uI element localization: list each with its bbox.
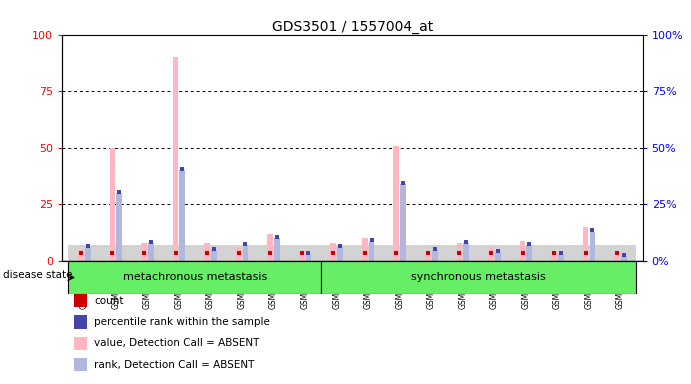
Bar <box>148 243 153 261</box>
Bar <box>68 245 100 261</box>
Bar <box>74 358 86 371</box>
Bar <box>299 252 305 261</box>
Bar <box>415 245 447 261</box>
Bar <box>321 261 636 294</box>
Bar <box>574 245 605 261</box>
Bar <box>510 245 542 261</box>
Bar <box>589 232 595 261</box>
Bar <box>330 243 336 261</box>
Bar <box>447 245 479 261</box>
Bar <box>605 245 636 261</box>
Bar <box>425 254 430 261</box>
Bar <box>488 247 494 261</box>
Bar <box>551 252 557 261</box>
Bar <box>384 245 415 261</box>
Bar <box>464 243 469 261</box>
Bar <box>226 245 258 261</box>
Bar <box>163 245 195 261</box>
Bar <box>542 245 574 261</box>
Bar <box>527 245 532 261</box>
Bar <box>621 257 627 261</box>
Bar <box>432 250 437 261</box>
Bar <box>236 247 241 261</box>
Bar <box>352 245 384 261</box>
Text: disease state: disease state <box>3 270 73 280</box>
Bar <box>180 170 185 261</box>
Bar <box>173 57 178 261</box>
Bar <box>110 148 115 261</box>
Text: percentile rank within the sample: percentile rank within the sample <box>94 317 270 327</box>
Bar <box>457 243 462 261</box>
Text: rank, Detection Call = ABSENT: rank, Detection Call = ABSENT <box>94 360 254 370</box>
Bar <box>116 193 122 261</box>
Bar <box>267 234 273 261</box>
Title: GDS3501 / 1557004_at: GDS3501 / 1557004_at <box>272 20 433 33</box>
Bar <box>305 254 312 261</box>
Bar <box>78 250 84 261</box>
Bar <box>131 245 163 261</box>
Bar <box>321 245 352 261</box>
Bar <box>74 294 86 307</box>
Bar <box>205 243 210 261</box>
Bar <box>141 243 146 261</box>
Bar <box>520 241 525 261</box>
Bar <box>274 238 280 261</box>
Text: value, Detection Call = ABSENT: value, Detection Call = ABSENT <box>94 338 260 348</box>
Bar <box>195 245 226 261</box>
Bar <box>74 337 86 350</box>
Bar <box>369 241 375 261</box>
Bar <box>558 254 564 261</box>
Bar <box>290 245 321 261</box>
Text: synchronous metastasis: synchronous metastasis <box>411 273 546 283</box>
Bar <box>583 227 589 261</box>
Text: count: count <box>94 296 124 306</box>
Bar <box>400 184 406 261</box>
Bar <box>614 257 620 261</box>
Bar <box>479 245 510 261</box>
Bar <box>393 146 399 261</box>
Bar <box>68 261 321 294</box>
Text: metachronous metastasis: metachronous metastasis <box>122 273 267 283</box>
Bar <box>362 238 368 261</box>
Bar <box>337 247 343 261</box>
Bar <box>211 250 217 261</box>
Bar <box>243 245 248 261</box>
Bar <box>100 245 131 261</box>
Bar <box>85 247 91 261</box>
Bar <box>74 315 86 329</box>
Bar <box>495 252 500 261</box>
Bar <box>258 245 290 261</box>
